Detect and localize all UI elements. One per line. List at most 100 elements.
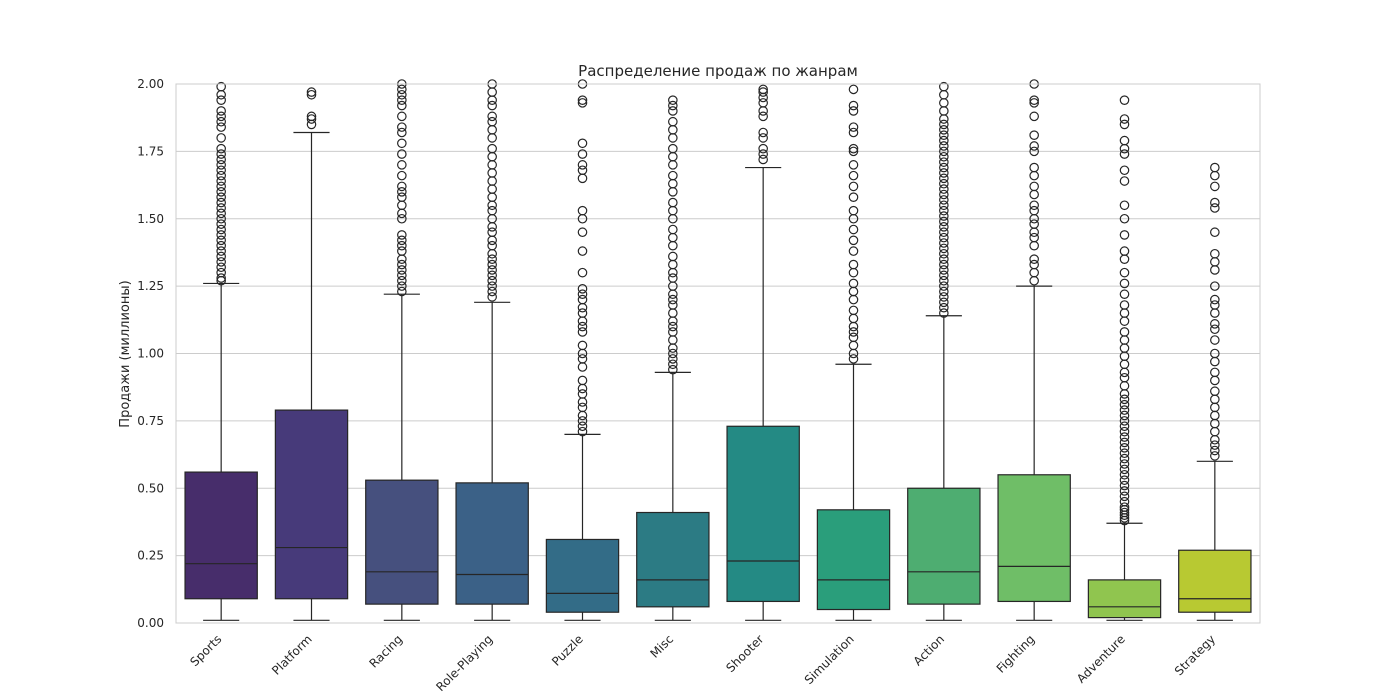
outlier-point [1119,289,1130,300]
outlier-point [487,240,497,251]
y-tick-label: 0.25 [137,549,164,563]
outlier-point [577,267,588,278]
outlier-point [758,87,768,97]
outlier-point [216,181,226,192]
outlier-point [216,192,226,202]
outlier-point [848,181,859,192]
outlier-point [577,173,588,184]
outlier-point [577,160,588,170]
outlier-point [848,100,859,111]
outlier-point [848,146,859,157]
x-tick-label: Platform [269,632,315,678]
outlier-point [1119,469,1130,480]
chart-title: Распределение продаж по жанрам [578,62,858,80]
outlier-point [397,95,407,105]
box-iqr [365,479,439,605]
outlier-point [1119,443,1130,453]
outlier-point [758,106,768,116]
outlier-point [216,81,226,92]
outlier-point [939,243,949,254]
outlier-point [939,162,949,173]
outlier-point [1210,203,1220,213]
outlier-point [1029,130,1039,141]
outlier-point [848,267,859,278]
outlier-point [1210,197,1220,208]
outlier-point [1210,356,1220,367]
outlier-point [216,154,226,165]
outlier-point [1119,486,1130,496]
x-tick-labels: Sports Platform Racing Role-Playing Puzzle Mi… [187,632,1218,694]
outlier-point [577,362,588,372]
outlier-point [668,348,678,359]
outlier-point [939,173,949,184]
outlier-point [939,89,949,100]
outlier-point [216,213,226,224]
outlier-point [487,95,497,105]
outlier-point [668,335,678,345]
y-tick-label: 2.00 [137,77,164,91]
outlier-point [939,297,949,308]
box-iqr [184,471,258,600]
outlier-point [1119,421,1130,432]
outlier-point [939,286,949,297]
outlier-point [668,205,678,216]
outlier-point [1210,394,1220,405]
outlier-point [668,100,678,111]
outlier-point [848,340,859,351]
outlier-point [306,111,317,122]
outlier-point [577,284,588,294]
outlier-point [939,168,949,178]
outlier-point [1210,281,1220,291]
outlier-point [397,111,407,122]
outlier-point [668,308,678,318]
outlier-point [487,116,497,127]
outlier-point [758,98,768,108]
outlier-point [577,165,588,176]
outlier-point [668,259,678,270]
outlier-point [848,321,859,332]
outlier-point [397,89,407,100]
outlier-point [1210,451,1220,461]
outlier-point [1119,316,1130,326]
outlier-point [487,281,497,291]
outlier-point [487,133,497,143]
box-action [907,315,981,621]
outlier-point [216,235,226,246]
outlier-point [1119,254,1130,264]
outlier-point [577,416,588,426]
outlier-point [668,151,678,162]
outlier-point [668,300,678,310]
outlier-point [397,84,407,95]
outlier-point [216,267,226,278]
outlier-point [939,308,949,318]
outlier-point [1119,335,1130,345]
outlier-point [577,246,588,256]
outlier-point [939,151,949,162]
outlier-point [848,305,859,316]
outlier-point [487,275,497,286]
outlier-point [939,302,949,313]
outlier-point [758,84,768,95]
x-tick-label: Role-Playing [433,632,495,694]
y-tick-label: 1.25 [137,279,164,293]
outlier-point [216,273,226,283]
outlier-point [848,170,859,181]
box-platform [274,131,349,621]
outlier-point [397,200,407,211]
y-tick-label: 0.00 [137,616,164,630]
outlier-point [306,87,317,97]
outlier-point [577,397,588,407]
outlier-point [1119,135,1130,146]
outlier-point [1119,213,1130,224]
y-tick-labels: 0.00 0.25 0.50 0.75 1.00 1.25 1.50 1.75 2.00 [137,77,164,630]
outlier-point [1119,372,1130,383]
outlier-point [1119,502,1130,512]
outlier-point [1210,410,1220,421]
outlier-point [1119,230,1130,240]
outlier-point [1119,410,1130,421]
outlier-point [1210,181,1220,192]
outlier-point [668,321,678,332]
outlier-point [939,211,949,221]
outlier-point [939,130,949,141]
